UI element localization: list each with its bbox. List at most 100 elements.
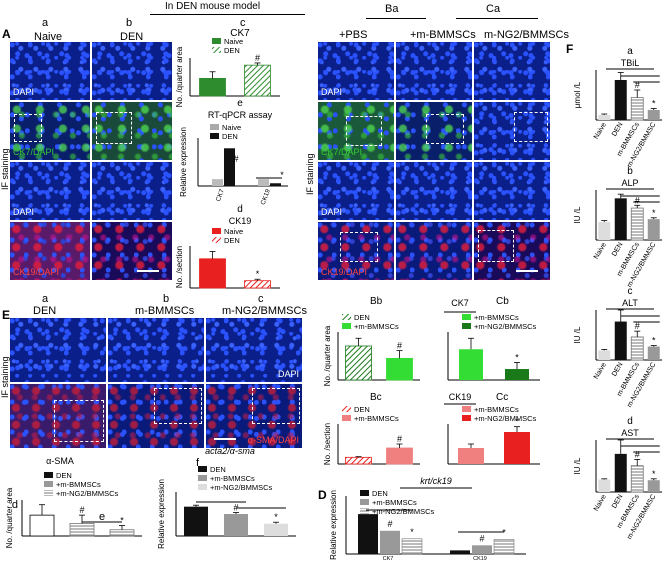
Cb-legend-label-0: +m-BMMSCs [474,313,519,322]
D-legend-label-1: +m-BMMSCs [372,498,417,507]
Fb-cat-1: DEN [611,242,624,258]
D-ylabel: Relative expression [329,490,338,560]
Fb-bar-3 [647,219,660,240]
Ad-mark-1: * [256,269,260,279]
micrograph-pbs-ck19: CK19/DAPI [318,222,394,280]
Fa-title: TBiL [621,58,640,68]
panel-letter-E: E [2,308,11,322]
Cb-panel-letter: Cb [496,296,509,307]
Bc-legend-swatch-1 [342,415,351,421]
micrograph-E-den-sma [10,384,106,448]
D-bar-1-0 [450,550,470,554]
Fa-bar-0 [598,115,611,120]
Bb-legend-label-1: +m-BMMSCs [354,322,399,331]
D-mark-1-1: # [479,533,484,543]
Ad-legend-swatch-0 [212,228,221,234]
Fd-bar-3 [647,480,660,492]
Ae-ylabel: Relative expression [179,127,188,197]
Cb-bar-1 [505,369,529,380]
micrograph-naive-dapi-1: DAPI [10,42,90,100]
E-col-label-a: a [42,293,49,305]
Ae-panel-letter: e [237,98,243,109]
Ac-ylabel: No. /quarter area [175,46,184,107]
Fc-mark-2: # [635,321,640,331]
Fa-bar-3 [647,110,660,120]
Ae-title: RT-qPCR assay [208,110,273,120]
Ed-panel-letter: d [12,499,18,511]
Bb-bar-1 [386,357,413,381]
Bb-ylabel: No. /quarter area [323,325,332,386]
Cc-bar-0 [458,448,484,464]
E-col-header-den: DEN [33,305,57,317]
Ad-title: CK19 [229,216,252,226]
Ef-mark-2: * [274,512,278,522]
Ae-bar-0-0 [212,179,223,186]
D-cat-1: CK19 [473,556,487,562]
Ad-bar-0 [199,258,226,289]
Ac-bar-0 [199,77,226,97]
Ae-cat-0: CK7 [215,188,226,203]
micrograph-E-bm-dapi [108,318,204,382]
Fa-bar-2 [630,97,644,121]
Ed-legend-label-2: +m-NG2/BMMSCs [56,489,119,498]
Fa-panel-letter: a [627,46,633,57]
Fa-mark-2: # [635,80,640,90]
Ed-e-label: e [99,511,105,523]
Ef-legend-label-0: DEN [210,465,226,474]
Ed-bar-0 [29,514,55,537]
Cb-legend-label-1: +m-NG2/BMMSCs [474,322,537,331]
Fd-bar-0 [598,479,611,492]
D-bar-0-2 [401,538,423,555]
Cb-bar-0 [459,349,483,380]
col-header-naive: Naive [34,31,63,43]
D-legend-label-0: DEN [372,489,388,498]
Fd-cat-1: DEN [611,494,624,510]
Bb-legend-label-0: DEN [354,313,370,322]
micrograph-E-ng2-sma: α-SMA/DAPI [206,384,302,448]
panel-letter-D: D [318,488,327,502]
micrograph-den-ck19 [92,222,172,280]
Ba-rule [366,18,426,19]
micrograph-E-ng2-dapi: DAPI [206,318,302,382]
Ac-mark-1: # [255,53,260,63]
Ad-legend-label-1: DEN [224,236,240,245]
Fb-mark-3: * [652,208,656,218]
D-bar-0-1 [380,530,400,554]
Fc-ylabel: IU /L [573,326,582,343]
Fd-panel-letter: d [627,416,633,427]
panel-letter-F: F [566,42,574,56]
Ae-cat-1: CK19 [260,188,272,206]
Bc-legend-label-1: +m-BMMSCs [354,414,399,423]
Ae-bar-1-0 [258,179,269,186]
D-bar-1-1 [472,545,492,554]
Fc-bar-1 [614,321,627,360]
Ae-mark-0: # [233,154,238,164]
D-legend-label-2: +m-NG2/BMMSCs [372,507,435,516]
E-col-label-c: c [258,293,264,305]
Fd-cat-0: Naive [593,493,608,512]
Ed-title: α-SMA [46,456,74,466]
Bb-panel-letter: Bb [370,296,383,307]
Fb-panel-letter: b [627,166,633,177]
Ac-legend-label-0: Naive [224,37,243,46]
Ed-ylabel: No. /quarter area [5,487,14,548]
Ef-legend-swatch-1 [198,475,207,481]
Fc-bar-2 [630,336,644,361]
Ae-legend-label-1: DEN [222,132,238,141]
Ac-legend-swatch-1 [212,47,221,53]
col-header-den: DEN [120,31,144,43]
micrograph-bm-dapi-1 [396,42,472,100]
Fc-mark-3: * [652,336,656,346]
Fc-bar-3 [647,346,660,360]
Fb-mark-2: # [635,195,640,205]
Fb-ylabel: IU /L [573,206,582,223]
D-mark-0-2: * [410,527,414,537]
Bb-legend-swatch-1 [342,323,351,329]
Ae-legend-swatch-0 [210,124,219,130]
Fa-cat-0: Naive [593,121,608,140]
Fc-cat-0: Naive [593,361,608,380]
Bb-legend-swatch-0 [342,314,351,320]
Cc-legend-label-1: +m-NG2/BMMSCs [474,414,537,423]
D-title: krt/ck19 [420,476,452,486]
Fb-cat-0: Naive [593,241,608,260]
